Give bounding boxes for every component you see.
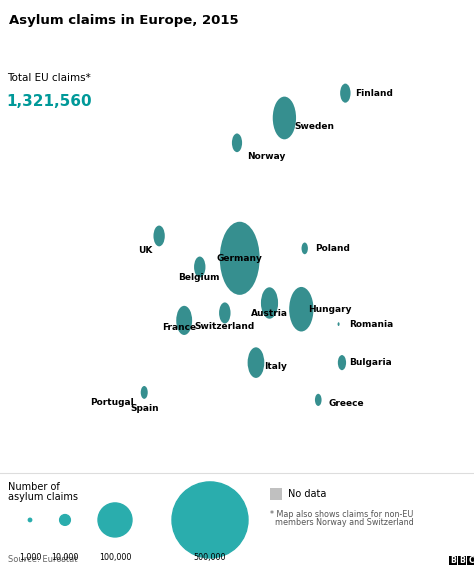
Text: Belgium: Belgium <box>178 273 219 282</box>
Circle shape <box>154 225 165 247</box>
Text: 1,321,560: 1,321,560 <box>7 94 92 109</box>
Text: Finland: Finland <box>356 89 393 98</box>
Circle shape <box>289 287 313 332</box>
Text: * Map also shows claims for non-EU: * Map also shows claims for non-EU <box>270 510 413 519</box>
Circle shape <box>337 322 339 326</box>
Circle shape <box>315 394 321 406</box>
Text: Austria: Austria <box>251 309 288 318</box>
Text: C: C <box>469 556 474 565</box>
Text: Italy: Italy <box>264 362 287 371</box>
Bar <box>458 556 466 565</box>
Text: Source: Eurostat: Source: Eurostat <box>8 555 78 564</box>
Circle shape <box>176 306 192 335</box>
Circle shape <box>172 482 248 558</box>
Text: Sweden: Sweden <box>294 122 335 131</box>
Circle shape <box>273 97 296 140</box>
Text: Romania: Romania <box>349 320 393 329</box>
Circle shape <box>194 256 205 277</box>
Text: Hungary: Hungary <box>308 305 352 313</box>
Text: 10,000: 10,000 <box>51 553 79 562</box>
Text: Number of: Number of <box>8 482 60 492</box>
Text: Germany: Germany <box>217 254 263 263</box>
Text: Bulgaria: Bulgaria <box>349 358 392 367</box>
Bar <box>467 556 474 565</box>
Text: asylum claims: asylum claims <box>8 492 78 502</box>
Text: UK: UK <box>138 246 152 255</box>
Text: B: B <box>460 556 465 565</box>
Circle shape <box>340 84 351 103</box>
Text: 500,000: 500,000 <box>194 553 226 562</box>
Circle shape <box>220 222 260 295</box>
Text: Norway: Norway <box>247 152 285 161</box>
Text: France: France <box>163 323 197 332</box>
Text: Poland: Poland <box>315 244 350 253</box>
Text: Asylum claims in Europe, 2015: Asylum claims in Europe, 2015 <box>9 14 239 27</box>
Circle shape <box>261 287 278 319</box>
Text: 100,000: 100,000 <box>99 553 131 562</box>
Bar <box>270 488 282 500</box>
Circle shape <box>60 515 70 525</box>
Text: Greece: Greece <box>328 399 364 408</box>
Circle shape <box>301 243 308 254</box>
Text: Total EU claims*: Total EU claims* <box>7 73 91 83</box>
Circle shape <box>219 303 230 324</box>
Text: B: B <box>451 556 456 565</box>
Bar <box>449 556 457 565</box>
Text: Portugal: Portugal <box>90 398 134 407</box>
Text: Switzerland: Switzerland <box>195 321 255 331</box>
Circle shape <box>141 386 148 399</box>
Text: 1,000: 1,000 <box>19 553 41 562</box>
Text: members Norway and Switzerland: members Norway and Switzerland <box>270 518 414 527</box>
Circle shape <box>247 347 264 378</box>
Text: Spain: Spain <box>130 404 158 412</box>
Text: No data: No data <box>288 489 327 499</box>
Circle shape <box>338 355 346 370</box>
Circle shape <box>98 503 132 537</box>
Circle shape <box>28 518 32 522</box>
Circle shape <box>232 133 242 152</box>
